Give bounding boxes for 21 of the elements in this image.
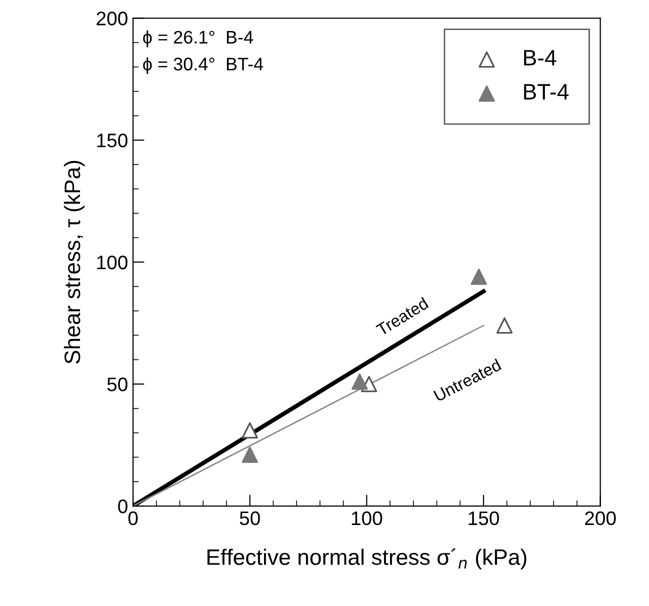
y-tick-label: 0 — [118, 499, 128, 514]
y-tick-label: 150 — [97, 134, 128, 148]
point — [496, 317, 513, 334]
x-tick-label: 200 — [585, 511, 616, 526]
point — [242, 422, 258, 439]
legend-label: BT-4 — [524, 84, 569, 100]
point — [470, 268, 487, 285]
point — [352, 373, 368, 390]
point — [242, 446, 258, 463]
annotation: ϕ = 26.1° B-4 — [143, 30, 254, 48]
x-tick-label: 50 — [240, 511, 260, 526]
x-tick-label: 150 — [468, 511, 499, 526]
x-tick-label: 100 — [352, 511, 382, 526]
x-axis-title: Effective normal stress σ´$_{n}$ (kPa) — [208, 548, 526, 570]
annotation: ϕ = 30.4° BT-4 — [143, 57, 264, 74]
y-axis-title: Shear stress, τ (kPa) — [64, 160, 85, 364]
y-tick-label: 50 — [107, 378, 128, 392]
x-tick-label: 0 — [128, 511, 138, 526]
legend-label: B-4 — [524, 50, 556, 66]
y-tick-label: 100 — [97, 256, 128, 270]
y-tick-label: 200 — [96, 12, 128, 26]
